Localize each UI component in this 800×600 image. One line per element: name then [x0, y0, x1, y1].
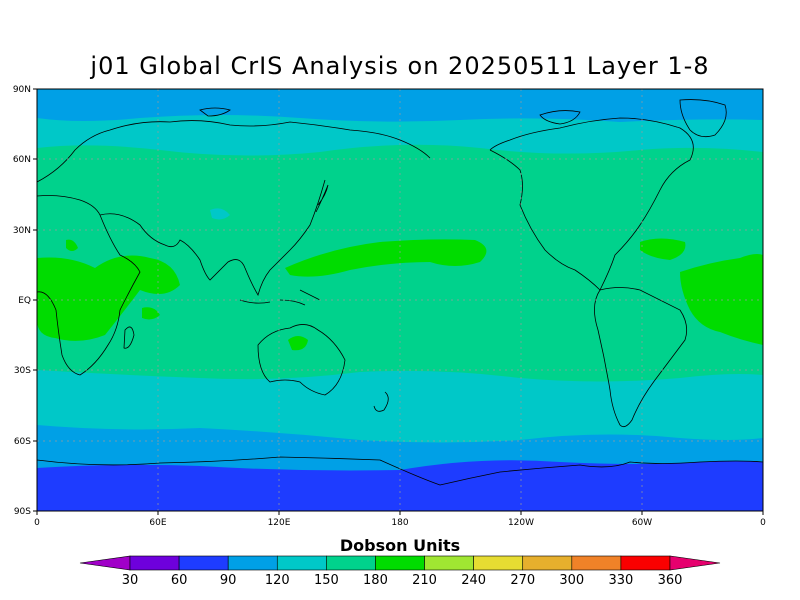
colorbar-segment: [620, 555, 671, 571]
lon-label-120w: 120W: [508, 518, 534, 528]
colorbar-segment: [178, 555, 229, 571]
colorbar-segment: [227, 555, 278, 571]
colorbar-label: 360: [658, 573, 683, 588]
colorbar-label: 30: [122, 573, 139, 588]
colorbar-label: 270: [510, 573, 535, 588]
colorbar-label: 240: [461, 573, 486, 588]
colorbar-segment: [326, 555, 376, 571]
colorbar-segment: [522, 555, 573, 571]
colorbar-segment: [375, 555, 425, 571]
colorbar-label: 120: [265, 573, 290, 588]
colorbar-segment: [571, 555, 622, 571]
lon-label-120e: 120E: [268, 518, 291, 528]
colorbar-segment: [276, 555, 327, 571]
lat-label-60n: 60N: [13, 155, 31, 165]
lat-label-90n: 90N: [13, 85, 31, 95]
lat-label-60s: 60S: [14, 437, 31, 447]
colorbar-label: 180: [363, 573, 388, 588]
graticule: [37, 89, 763, 511]
map-title: j01 Global CrIS Analysis on 20250511 Lay…: [90, 52, 710, 80]
tick-marks: [33, 88, 764, 515]
colorbar-label: 150: [314, 573, 339, 588]
lat-label-30n: 30N: [13, 226, 31, 236]
lon-label-0-right: 0: [760, 518, 766, 528]
lon-label-60e: 60E: [149, 518, 166, 528]
colorbar-title: Dobson Units: [339, 536, 461, 555]
colorbar-arrow-low: [79, 555, 131, 571]
coastlines: [37, 99, 763, 486]
colorbar-label: 300: [559, 573, 584, 588]
colorbar-segment: [129, 555, 180, 571]
colorbar-segment: [424, 555, 474, 571]
colorbar: 30 60 90 120 150 180 210 240 270 300 330 360: [79, 555, 721, 588]
colorbar-segment: [473, 555, 524, 571]
lat-label-90s: 90S: [14, 507, 31, 517]
lon-label-60w: 60W: [632, 518, 652, 528]
lon-label-180: 180: [391, 518, 408, 528]
colorbar-label: 330: [608, 573, 633, 588]
colorbar-label: 90: [220, 573, 237, 588]
lon-label-0-left: 0: [34, 518, 40, 528]
colorbar-label: 60: [171, 573, 188, 588]
colorbar-label: 210: [412, 573, 437, 588]
lat-label-30s: 30S: [14, 366, 31, 376]
colorbar-arrow-high: [669, 555, 721, 571]
lat-label-eq: EQ: [18, 296, 31, 306]
